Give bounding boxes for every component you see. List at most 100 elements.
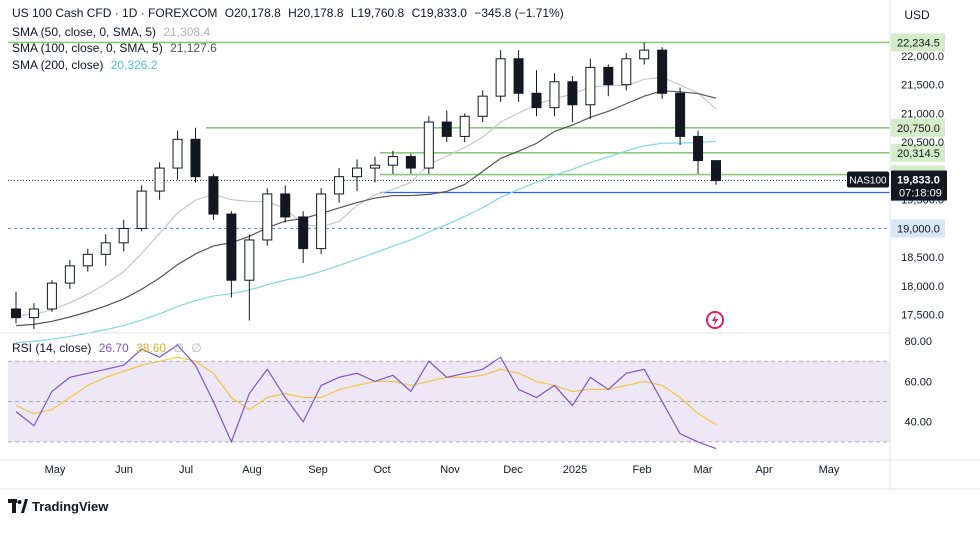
candle-body <box>190 138 201 178</box>
sma100-label: SMA (100, close, 0, SMA, 5) <box>12 41 163 55</box>
candle-body <box>100 242 111 255</box>
rsi-layer: 80.00 60.00 40.00 <box>8 336 932 450</box>
sma50-legend[interactable]: SMA (50, close, 0, SMA, 5) 21,308.4 <box>12 25 214 40</box>
time-tick-label: Nov <box>440 464 460 476</box>
candle-body <box>549 81 560 109</box>
time-tick-label: May <box>819 464 840 476</box>
candle-body <box>639 49 650 60</box>
last-price-tag <box>891 170 947 201</box>
sma200-line <box>15 140 717 344</box>
rsi-extra-2: ∅ <box>191 341 202 355</box>
sma100-value: 21,127.6 <box>170 41 217 55</box>
rsi-line <box>15 344 717 450</box>
level-price-label: 19,000.0 <box>897 223 940 235</box>
level-layer: 22,234.520,750.020,314.519,936.519,624.6… <box>8 33 947 238</box>
chart-title-legend: US 100 Cash CFD · 1D · FOREXCOM O20,178.… <box>12 6 568 21</box>
open-value: O20,178.8 <box>224 6 281 20</box>
low-value: L19,760.8 <box>350 6 405 20</box>
sma200-legend[interactable]: SMA (200, close) 20,326.2 <box>12 58 161 73</box>
sma50-label: SMA (50, close, 0, SMA, 5) <box>12 25 157 39</box>
candle-body <box>513 58 524 94</box>
candle-body <box>208 176 219 215</box>
candle-body <box>136 190 147 229</box>
candle-body <box>405 156 416 169</box>
symbol-tag <box>847 171 889 188</box>
time-tick-label: Apr <box>755 464 772 476</box>
axis-layer: 22,000.0 21,500.0 21,000.0 20,500.0 19,500.0… <box>0 0 980 490</box>
candle-body <box>262 193 273 241</box>
candle-body <box>675 92 686 137</box>
candle-body <box>711 160 721 182</box>
time-tick-label: 2025 <box>563 464 587 476</box>
tradingview-logo-icon <box>8 499 28 513</box>
change-value: −345.8 (−1.71%) <box>474 6 564 20</box>
sma50-value: 21,308.4 <box>163 25 211 39</box>
candle-body <box>531 92 542 109</box>
candle-body <box>226 213 237 281</box>
sma100-legend[interactable]: SMA (100, close, 0, SMA, 5) 21,127.6 <box>12 41 221 56</box>
price-tick-label: 20,500.0 <box>901 137 944 149</box>
close-value: C19,833.0 <box>411 6 467 20</box>
candle-body <box>316 193 327 250</box>
candle-body <box>244 239 255 281</box>
sma200-value: 20,326.2 <box>110 58 158 72</box>
time-tick-label: Aug <box>242 464 262 476</box>
time-tick-label: Dec <box>503 464 523 476</box>
price-tick-label: 18,000.0 <box>901 281 944 293</box>
candle-body <box>154 167 165 192</box>
rsi-tick-label: 80.00 <box>904 336 932 348</box>
candle-body <box>11 308 21 319</box>
high-value: H20,178.8 <box>288 6 344 20</box>
rsi-tick-label: 60.00 <box>904 376 932 388</box>
time-tick-label: Feb <box>633 464 652 476</box>
rsi-extra-1: ∅ <box>173 341 184 355</box>
candle-body <box>280 193 291 218</box>
candle-body <box>585 66 596 106</box>
price-tick-label: 21,500.0 <box>901 80 944 92</box>
rsi-legend[interactable]: RSI (14, close) 26.70 38.60 ∅ ∅ <box>12 341 206 356</box>
sma100-line <box>15 90 717 327</box>
candle-body <box>369 164 380 169</box>
rsi-tick-label: 40.00 <box>904 417 932 429</box>
price-tick-label: 18,500.0 <box>901 252 944 264</box>
symbol-tag-label: NAS100 <box>849 176 887 187</box>
time-tick-label: Sep <box>308 464 328 476</box>
brand-text: TradingView <box>32 498 109 514</box>
candle-body <box>334 176 345 195</box>
candle-body <box>352 167 363 178</box>
time-tick-label: Mar <box>694 464 713 476</box>
rsi-ma-value: 38.60 <box>136 341 167 355</box>
candle-body <box>657 49 668 94</box>
candle-body <box>477 95 488 117</box>
level-price-label: 20,750.0 <box>897 123 940 135</box>
candle-body <box>621 58 632 86</box>
candle-body <box>64 265 75 284</box>
time-tick-label: Jun <box>115 464 133 476</box>
candle-body <box>298 216 309 250</box>
level-price-label: 20,314.5 <box>897 148 940 160</box>
countdown-label: 07:18:09 <box>899 188 942 200</box>
candle-body <box>459 115 470 137</box>
sma200-label: SMA (200, close) <box>12 58 104 72</box>
level-price-tag <box>891 118 945 137</box>
candle-body <box>46 282 57 310</box>
rsi-label: RSI (14, close) <box>12 341 92 355</box>
candle-body <box>172 138 183 169</box>
tradingview-logo[interactable]: TradingView <box>8 496 108 516</box>
candle-body <box>441 121 452 137</box>
time-tick-label: May <box>45 464 66 476</box>
price-tick-label: 19,500.0 <box>901 195 944 207</box>
price-tick-label: 17,500.0 <box>901 310 944 322</box>
candle-body <box>82 253 93 267</box>
level-price-tag <box>891 33 945 52</box>
live-icon[interactable] <box>705 310 725 330</box>
rsi-ma-line <box>15 356 717 426</box>
level-price-tag <box>891 219 945 238</box>
currency-button[interactable]: USD <box>904 8 930 22</box>
symbol-label: US 100 Cash CFD · 1D · FOREXCOM <box>12 6 218 20</box>
candle-body <box>387 156 398 166</box>
